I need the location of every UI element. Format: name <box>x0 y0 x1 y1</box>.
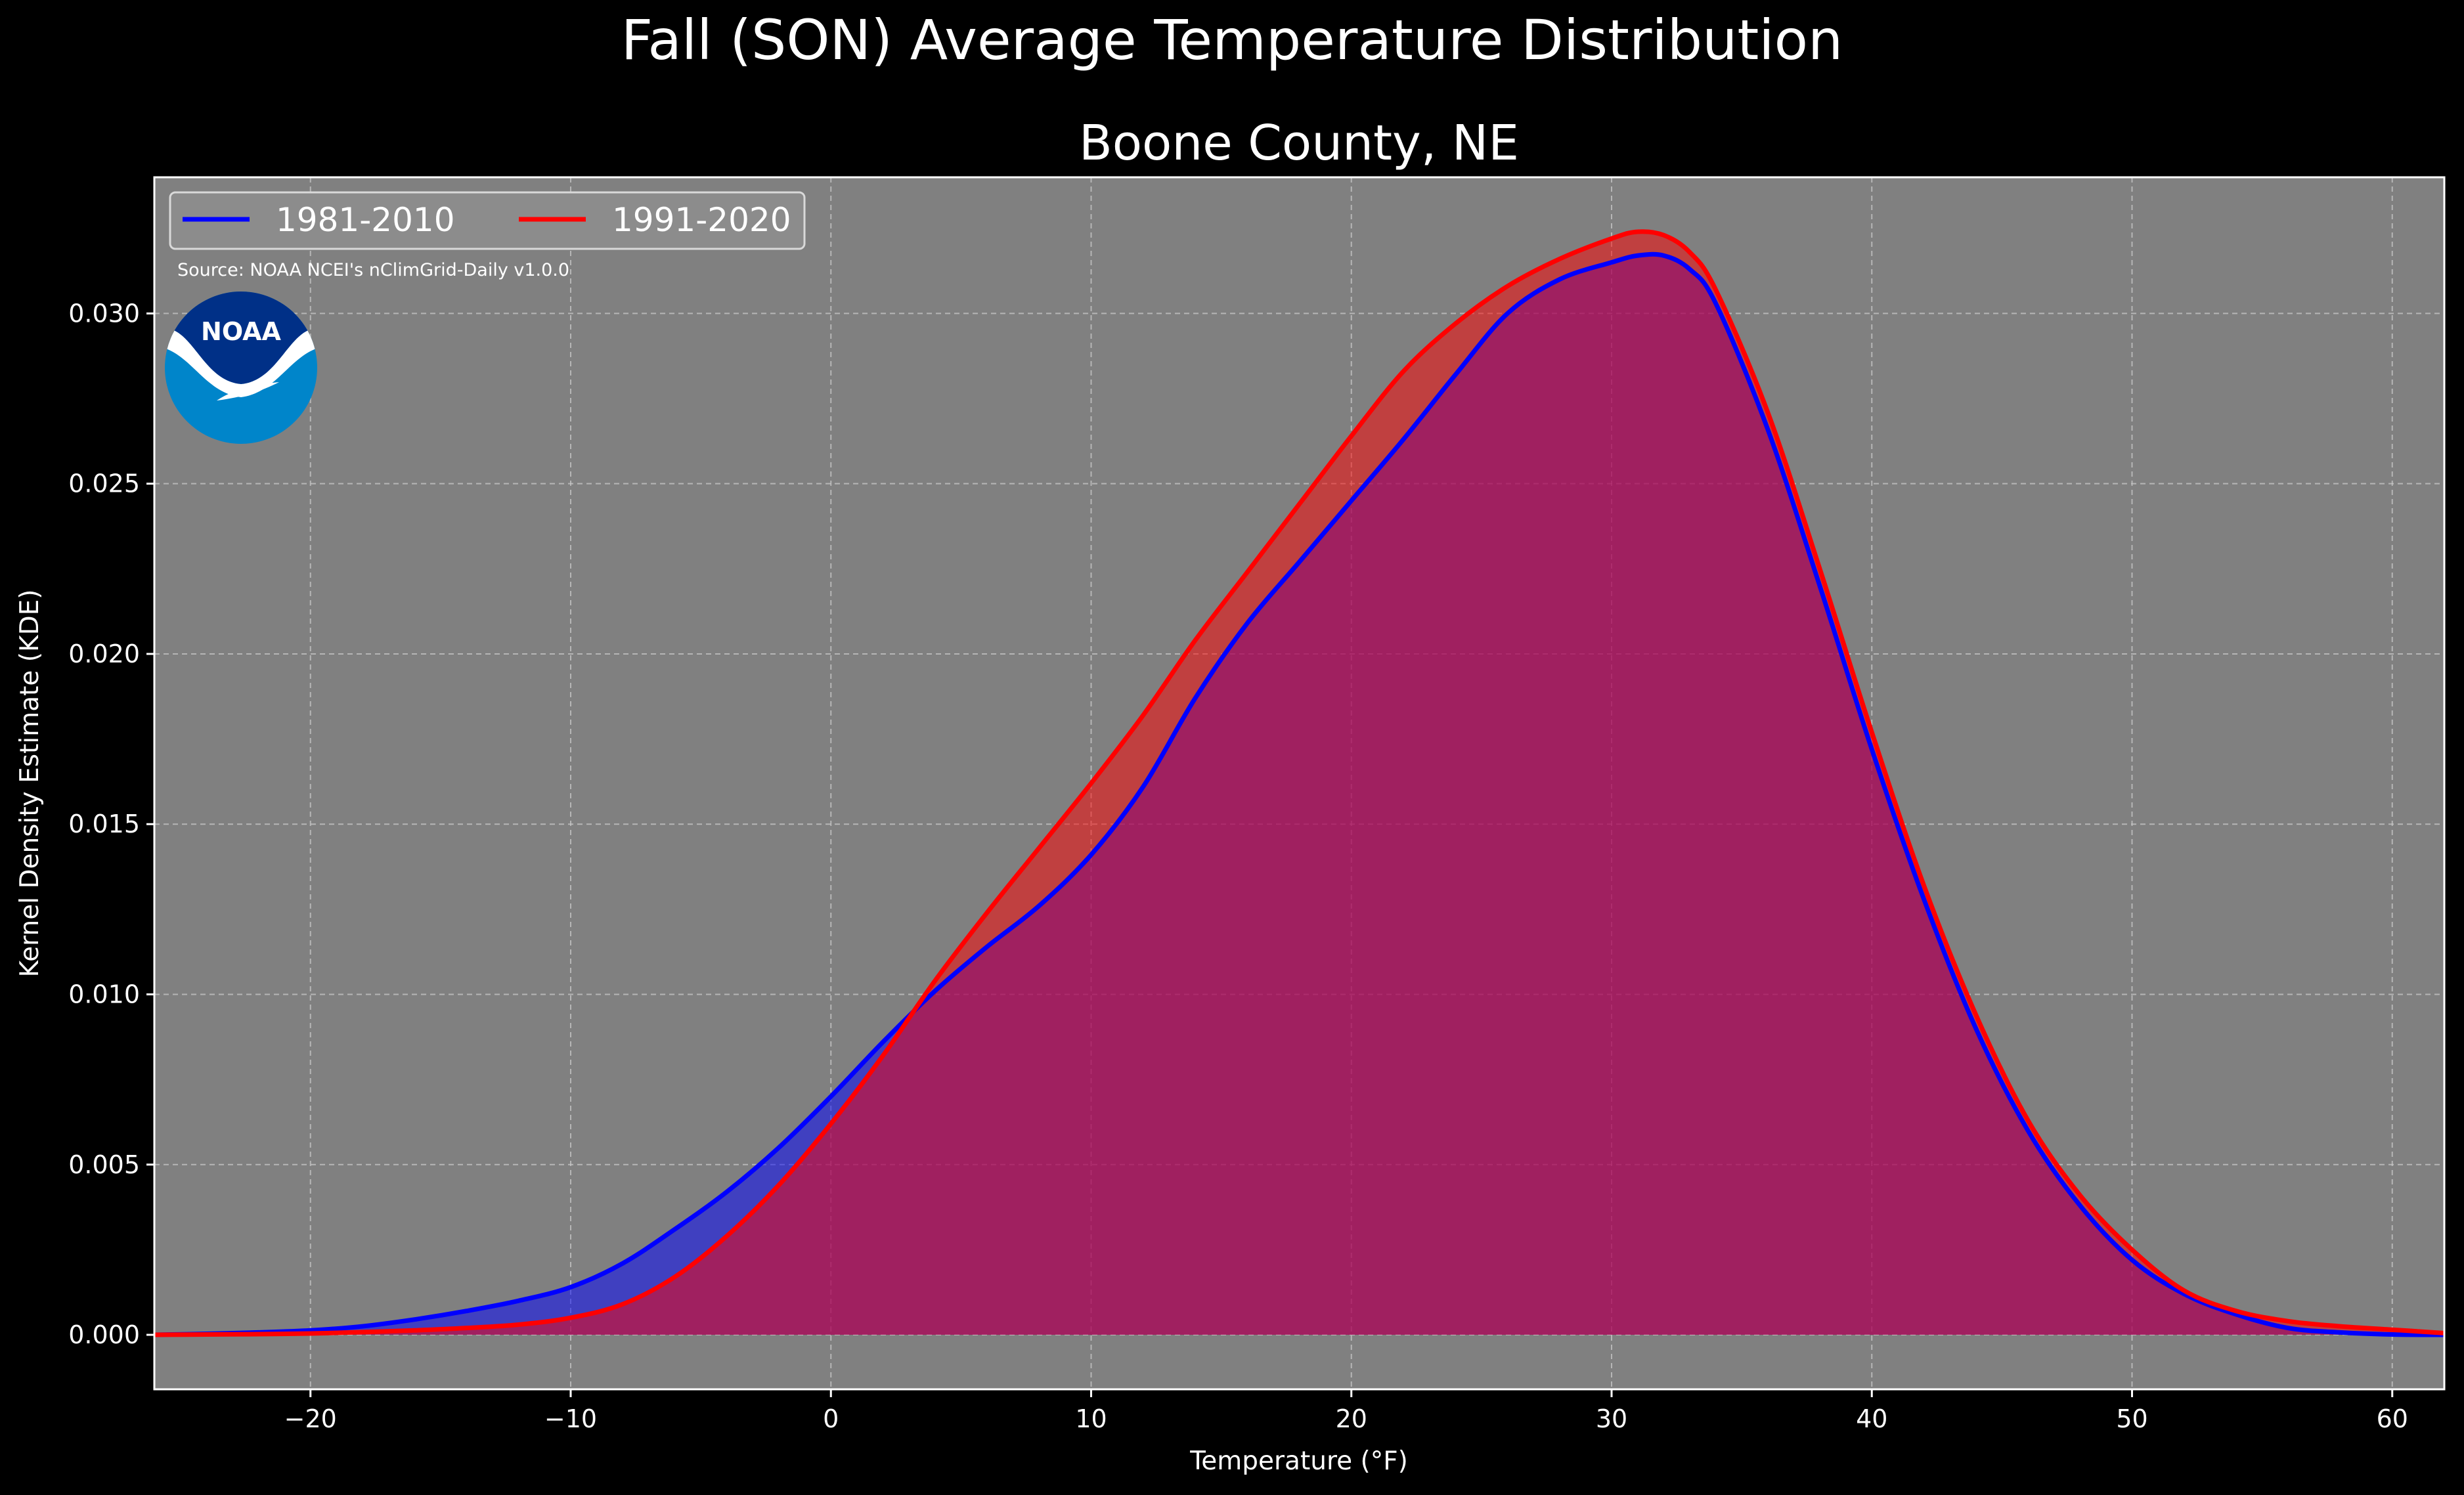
x-tick-label: 30 <box>1596 1404 1627 1433</box>
x-tick-label: 10 <box>1075 1404 1107 1433</box>
chart-suptitle: Fall (SON) Average Temperature Distribut… <box>621 8 1843 72</box>
x-axis-label: Temperature (°F) <box>1189 1446 1408 1476</box>
y-tick-label: 0.015 <box>68 810 140 838</box>
logo-bird-wings <box>165 328 317 397</box>
y-axis-label: Kernel Density Estimate (KDE) <box>15 590 45 978</box>
x-tick-label: 60 <box>2377 1404 2408 1433</box>
x-axis: −20 −10 0 10 20 30 40 50 60 <box>284 1389 2408 1433</box>
legend-label-1981-2010: 1981-2010 <box>276 201 455 239</box>
legend-box <box>169 191 806 250</box>
x-tick-label: 50 <box>2116 1404 2147 1433</box>
series-layer <box>154 229 2445 1337</box>
series-fill-1991-2020 <box>154 231 2444 1335</box>
x-tick-label: −20 <box>284 1404 337 1433</box>
y-tick-label: 0.005 <box>68 1150 140 1179</box>
chart-title: Boone County, NE <box>1079 115 1519 171</box>
y-tick-label: 0.020 <box>68 639 140 668</box>
y-axis: 0.000 0.005 0.010 0.015 0.020 0.025 0.030 <box>68 299 154 1349</box>
series-line-1991-2020 <box>154 229 2445 1337</box>
plot-frame <box>153 176 2446 1391</box>
legend-label-1991-2020: 1991-2020 <box>612 201 791 239</box>
series-line-1981-2010 <box>154 251 2445 1337</box>
x-tick-label: 20 <box>1336 1404 1367 1433</box>
noaa-logo: NOAA <box>165 292 317 444</box>
source-note: Source: NOAA NCEI's nClimGrid-Daily v1.0… <box>177 260 569 280</box>
y-tick-label: 0.000 <box>68 1320 140 1349</box>
x-tick-label: 40 <box>1856 1404 1887 1433</box>
y-tick-label: 0.030 <box>68 299 140 328</box>
y-tick-label: 0.010 <box>68 980 140 1008</box>
logo-upper-field <box>165 292 317 384</box>
y-tick-label: 0.025 <box>68 469 140 498</box>
x-tick-label: 0 <box>823 1404 839 1433</box>
logo-text: NOAA <box>201 317 281 346</box>
x-tick-label: −10 <box>544 1404 597 1433</box>
logo-bird-tail <box>217 382 279 401</box>
legend: 1981-2010 1991-2020 <box>169 191 806 250</box>
